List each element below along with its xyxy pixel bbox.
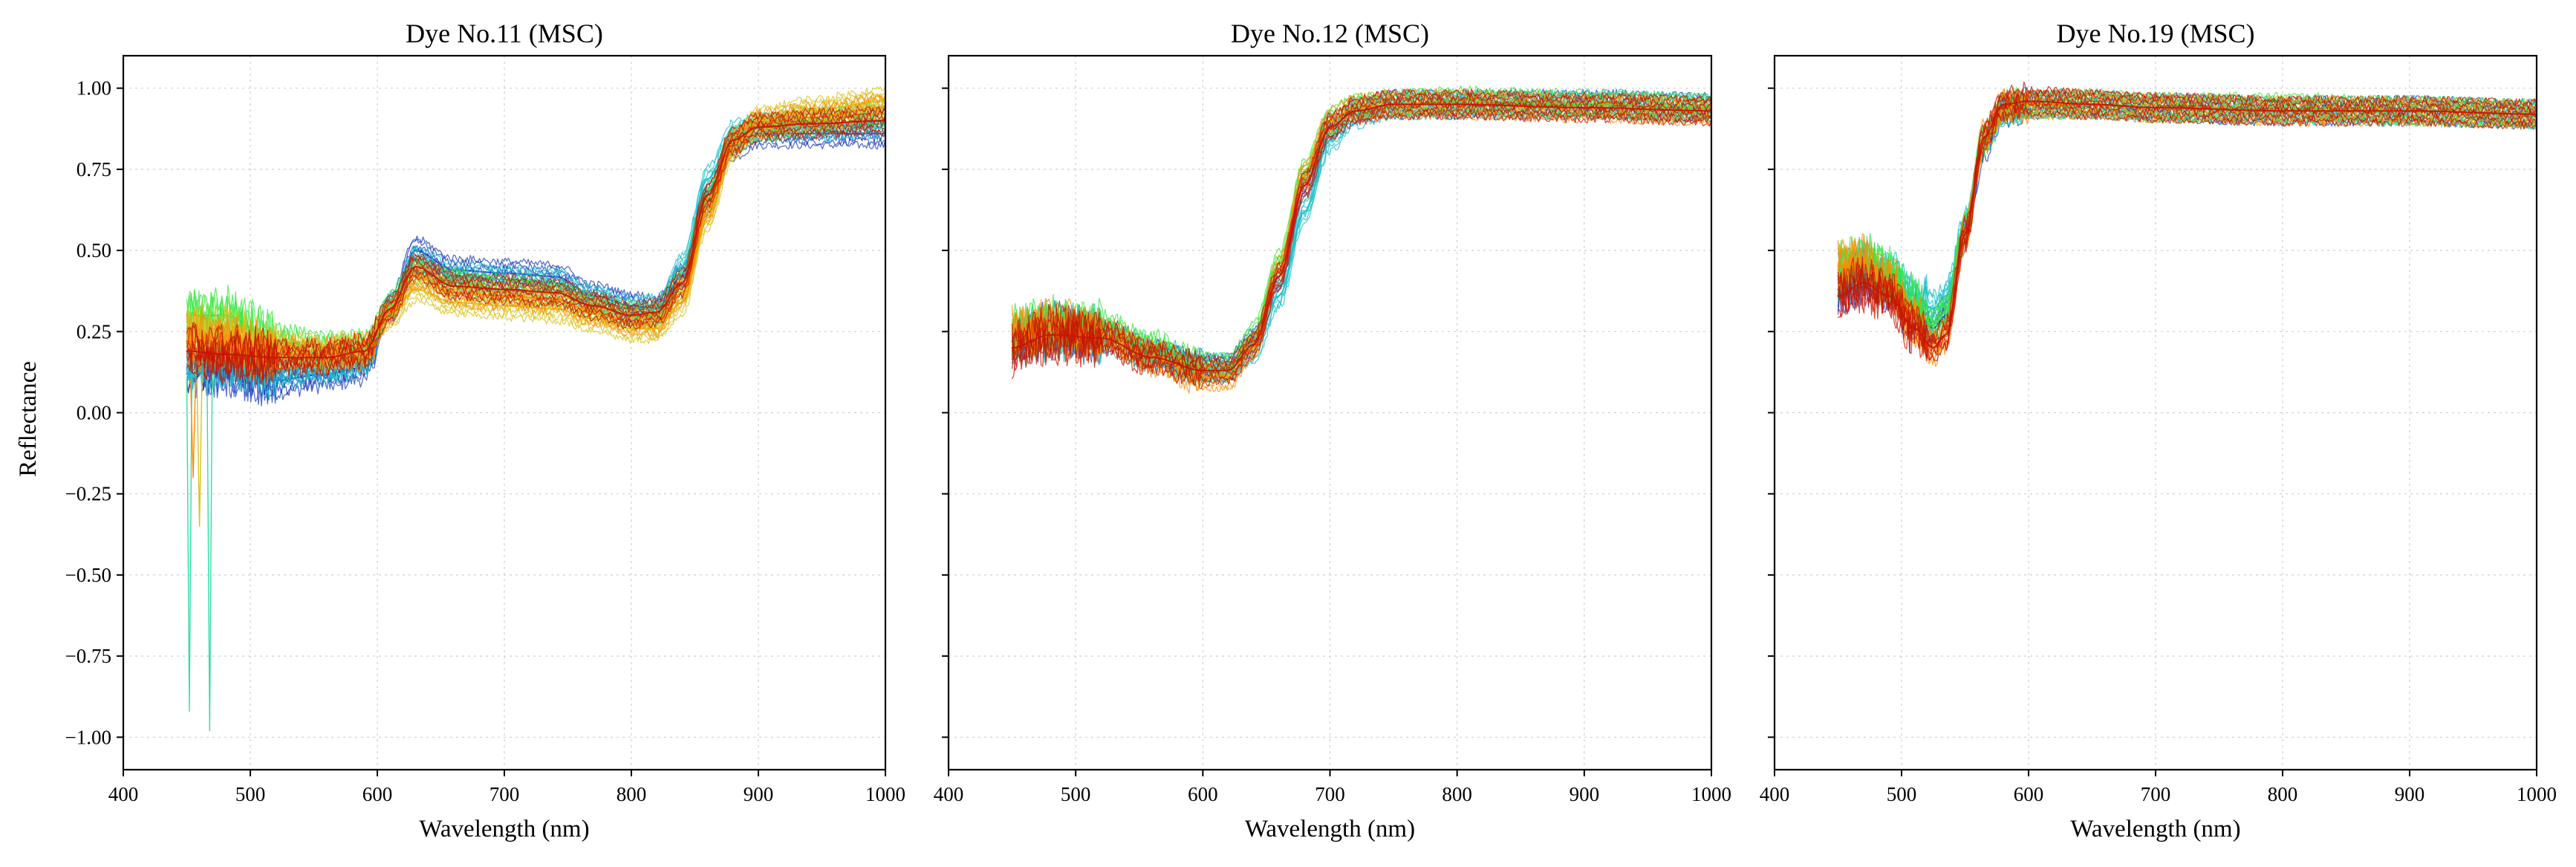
x-tick-label: 400 [934, 783, 964, 805]
series-line [1011, 88, 1711, 366]
panel-title: Dye No.11 (MSC) [406, 19, 603, 48]
y-tick-label: −1.00 [65, 726, 111, 748]
y-tick-label: 0.75 [77, 158, 111, 181]
series-line [186, 105, 885, 366]
x-tick-label: 900 [744, 783, 774, 805]
x-tick-label: 500 [235, 783, 266, 805]
series-line [186, 108, 885, 368]
x-tick-label: 800 [617, 783, 647, 805]
x-tick-label: 1000 [865, 783, 905, 805]
panel-title: Dye No.19 (MSC) [2057, 19, 2255, 48]
x-axis-title: Wavelength (nm) [1245, 816, 1415, 842]
outlier-spike [189, 373, 197, 478]
x-tick-label: 800 [2268, 783, 2298, 805]
x-tick-label: 800 [1442, 783, 1472, 805]
x-tick-label: 700 [1315, 783, 1345, 805]
panel-dye-19: Dye No.19 (MSC) 400 500 600 700 800 900 1000 W… [1760, 19, 2557, 842]
series-mean-line [1011, 103, 1711, 371]
plot-area [186, 86, 885, 732]
plot-area [1011, 85, 1711, 394]
panel-dye-11: Dye No.11 (MSC) 400 500 600 700 800 900 1000 −… [65, 19, 905, 842]
x-tick-label: 400 [1760, 783, 1790, 805]
series-line [1011, 103, 1711, 382]
series-line [1011, 111, 1711, 389]
series-line [186, 96, 885, 363]
panel-dye-12: Dye No.12 (MSC) 400 500 600 700 800 900 1000 W… [934, 19, 1731, 842]
x-axis-title: Wavelength (nm) [419, 816, 589, 842]
x-ticks: 400 500 600 700 800 900 1000 [934, 770, 1731, 805]
series-mean-line [186, 120, 885, 359]
x-tick-label: 600 [2014, 783, 2044, 805]
x-ticks: 400 500 600 700 800 900 1000 [1760, 770, 2557, 805]
y-tick-label: −0.25 [65, 483, 111, 505]
x-tick-label: 400 [108, 783, 139, 805]
x-tick-label: 700 [489, 783, 520, 805]
y-ticks [1768, 87, 1775, 738]
x-ticks: 400 500 600 700 800 900 1000 [108, 770, 905, 805]
series-line [186, 125, 885, 384]
y-tick-label: 0.00 [77, 402, 111, 424]
x-tick-label: 600 [362, 783, 393, 805]
x-tick-label: 500 [1061, 783, 1091, 805]
series-mean-line [1837, 100, 2537, 348]
y-ticks: −1.00 −0.75 −0.50 −0.25 0.00 0.25 0.50 0.75 1.00 [65, 77, 123, 748]
x-tick-label: 900 [1570, 783, 1600, 805]
x-tick-label: 900 [2395, 783, 2425, 805]
plot-area [1837, 81, 2537, 367]
x-tick-label: 500 [1887, 783, 1917, 805]
y-tick-label: 0.25 [77, 320, 111, 342]
series-line [1837, 81, 2537, 345]
x-axis-title: Wavelength (nm) [2070, 816, 2240, 842]
series-line [1837, 105, 2537, 362]
y-tick-label: 0.50 [77, 239, 111, 262]
y-ticks [942, 87, 949, 738]
series-line [1011, 92, 1711, 368]
outlier-spike [206, 373, 213, 732]
y-axis-title: Reflectance [15, 361, 42, 477]
panel-title: Dye No.12 (MSC) [1231, 19, 1429, 48]
x-tick-label: 600 [1188, 783, 1218, 805]
outlier-spike [196, 373, 203, 527]
x-tick-label: 700 [2141, 783, 2171, 805]
y-tick-label: 1.00 [77, 77, 111, 100]
y-tick-label: −0.50 [65, 564, 111, 586]
y-tick-label: −0.75 [65, 645, 111, 667]
outlier-spike [186, 373, 193, 712]
x-tick-label: 1000 [1691, 783, 1731, 805]
x-tick-label: 1000 [2517, 783, 2557, 805]
series-line [1837, 88, 2537, 350]
